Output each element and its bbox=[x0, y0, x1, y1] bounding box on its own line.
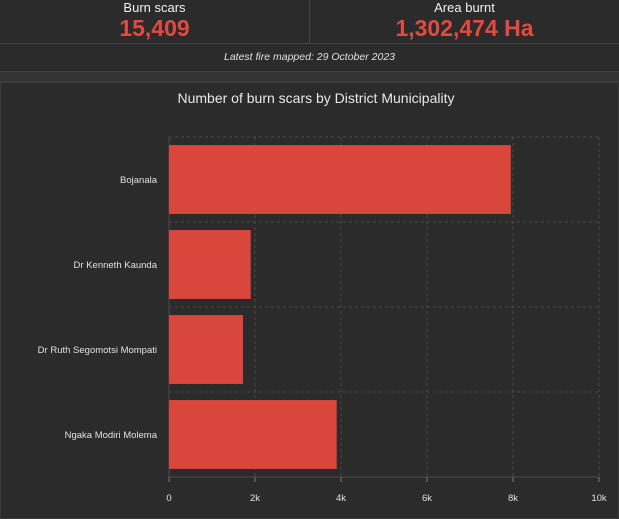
section-divider bbox=[0, 72, 619, 82]
chart-bars[interactable] bbox=[169, 145, 511, 469]
x-tick-label: 8k bbox=[508, 493, 518, 504]
y-axis-labels: Bojanala Dr Kenneth Kaunda Dr Ruth Segomot… bbox=[38, 175, 158, 441]
x-axis-labels: 0 2k 4k 6k 8k 10k bbox=[166, 493, 607, 504]
x-tick-label: 10k bbox=[591, 493, 607, 504]
bar[interactable] bbox=[169, 315, 243, 384]
y-tick-label: Dr Ruth Segomotsi Mompati bbox=[38, 345, 157, 356]
bar[interactable] bbox=[169, 145, 511, 214]
x-tick-label: 2k bbox=[250, 493, 260, 504]
kpi-burn-scars: Burn scars 15,409 bbox=[0, 0, 309, 43]
bar[interactable] bbox=[169, 400, 337, 469]
x-tick-label: 6k bbox=[422, 493, 432, 504]
y-tick-label: Dr Kenneth Kaunda bbox=[74, 260, 158, 271]
chart-title: Number of burn scars by District Municip… bbox=[178, 90, 455, 106]
kpi-area-burnt: Area burnt 1,302,474 Ha bbox=[309, 0, 619, 43]
latest-fire-text: Latest fire mapped: 29 October 2023 bbox=[0, 44, 619, 72]
y-tick-label: Bojanala bbox=[120, 175, 158, 186]
kpi-row: Burn scars 15,409 Area burnt 1,302,474 H… bbox=[0, 0, 619, 44]
kpi-area-burnt-label: Area burnt bbox=[434, 0, 495, 15]
kpi-burn-scars-label: Burn scars bbox=[123, 0, 186, 15]
y-tick-label: Ngaka Modiri Molema bbox=[65, 430, 158, 441]
x-tick-label: 4k bbox=[336, 493, 346, 504]
x-tick-label: 0 bbox=[166, 493, 171, 504]
bar-chart[interactable]: Number of burn scars by District Municip… bbox=[0, 82, 619, 517]
kpi-burn-scars-value: 15,409 bbox=[119, 15, 190, 41]
kpi-area-burnt-value: 1,302,474 Ha bbox=[395, 15, 534, 41]
bar[interactable] bbox=[169, 230, 251, 299]
